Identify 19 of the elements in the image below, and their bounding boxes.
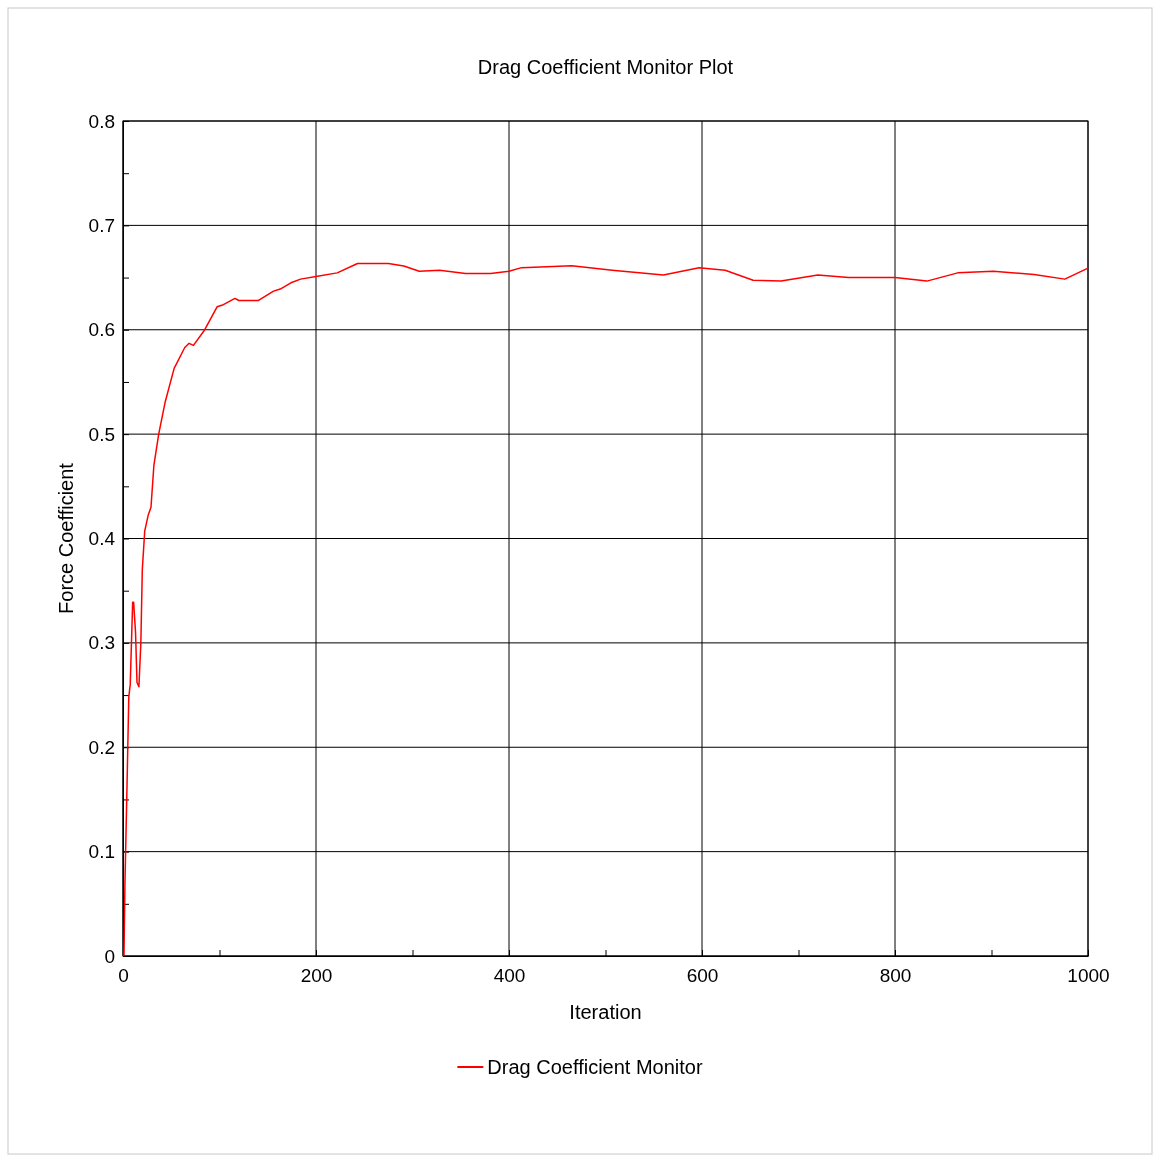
y-axis-title: Force Coefficient — [55, 462, 77, 614]
x-tick-label: 800 — [879, 964, 912, 986]
x-tick-label: 1000 — [1067, 964, 1110, 986]
x-tick-label: 200 — [300, 964, 333, 986]
x-tick-label: 0 — [118, 964, 129, 986]
legend-label: Drag Coefficient Monitor — [487, 1056, 703, 1078]
x-tick-label: 400 — [493, 964, 526, 986]
y-tick-label: 0.2 — [88, 736, 115, 758]
y-tick-label: 0.1 — [88, 841, 115, 863]
y-tick-label: 0.6 — [88, 319, 115, 341]
y-tick-label: 0.4 — [88, 528, 116, 550]
x-axis-title: Iteration — [569, 1001, 642, 1023]
y-tick-label: 0 — [104, 945, 115, 967]
y-tick-label: 0.7 — [88, 214, 115, 236]
chart-title: Drag Coefficient Monitor Plot — [477, 56, 734, 78]
y-tick-label: 0.5 — [88, 423, 115, 445]
x-tick-label: 600 — [686, 964, 719, 986]
y-tick-label: 0.3 — [88, 632, 115, 654]
y-tick-label: 0.8 — [88, 110, 115, 132]
